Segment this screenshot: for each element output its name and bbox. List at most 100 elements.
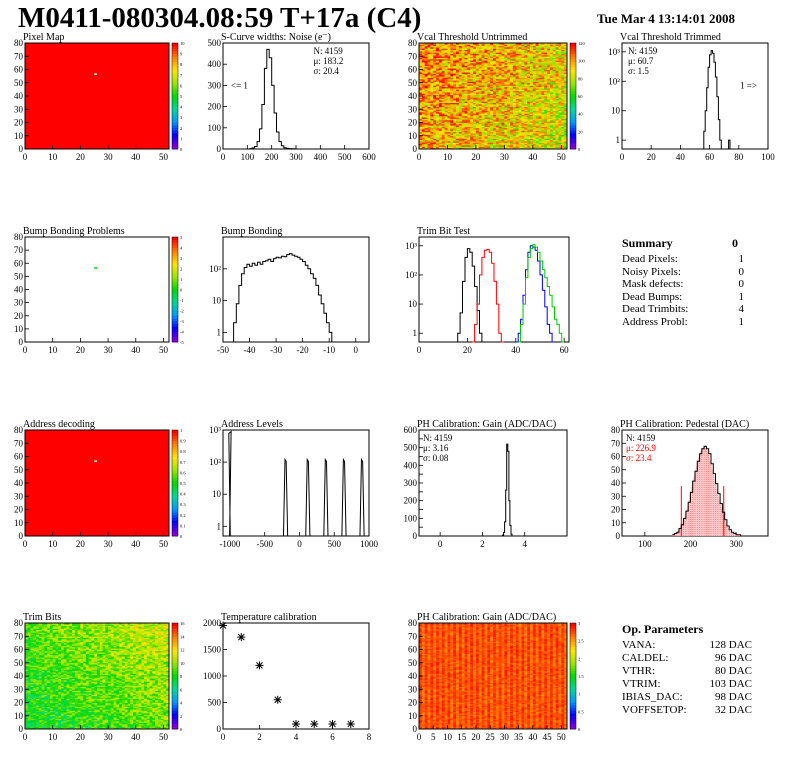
heatmap-cell [433, 125, 437, 127]
heatmap-cell [421, 93, 426, 96]
heatmap-cell [447, 69, 451, 72]
heatmap-cell [427, 113, 431, 115]
heatmap-cell [450, 118, 454, 121]
heatmap-cell [438, 58, 443, 61]
heatmap-cell [427, 135, 431, 138]
heatmap-cell [424, 80, 428, 82]
heatmap-cell [427, 78, 431, 81]
heatmap-cell [424, 141, 428, 143]
heatmap-cell [424, 142, 428, 145]
heatmap-cell [421, 106, 426, 109]
chart-title: Pixel Map [23, 32, 64, 43]
heatmap-cell [436, 60, 440, 62]
heatmap-cells [25, 43, 169, 149]
heatmap-cells [25, 430, 169, 536]
heatmap-cell [424, 81, 428, 84]
palette-step [172, 122, 178, 126]
palette-step [172, 242, 178, 246]
address-peak [323, 457, 329, 537]
heatmap-cell [453, 74, 457, 77]
heatmap-cell [438, 82, 443, 85]
heatmap-cell [458, 135, 463, 138]
heatmap-cell [456, 92, 460, 94]
palette-step [570, 80, 576, 84]
heatmap-cell [427, 54, 431, 57]
heatmap-cell [424, 137, 428, 139]
histogram-series [518, 244, 565, 343]
palette-step [172, 141, 178, 145]
heatmap-cell [427, 60, 431, 62]
heatmap-cell [436, 76, 440, 78]
heatmap-cell [447, 80, 451, 82]
heatmap-cell [444, 142, 448, 145]
heatmap-cell [441, 145, 446, 147]
heatmap-cell [424, 133, 428, 135]
heatmap-cell [450, 142, 454, 145]
heatmap-cell [458, 80, 463, 82]
palette-step [172, 109, 178, 113]
heatmap-cell [447, 62, 451, 65]
heatmap-cell [447, 105, 451, 108]
palette-step [172, 443, 178, 447]
heatmap-cell [456, 103, 460, 106]
heatmap-cell [456, 74, 460, 77]
y-tick-label: 0 [19, 531, 24, 541]
heatmap-cell [456, 133, 460, 135]
palette-tick-label: -1 [180, 298, 184, 303]
heatmap-cell [421, 129, 426, 131]
x-tick-label: 20 [463, 345, 473, 355]
heatmap-cell [453, 58, 457, 61]
heatmap-cell [419, 118, 423, 121]
heatmap-cell [419, 88, 423, 90]
stats-line: σ: 1.5 [628, 66, 649, 76]
heatmap-cell [453, 80, 457, 82]
palette-step [172, 111, 178, 115]
heatmap-cell [456, 143, 460, 146]
heatmap-cell [436, 70, 440, 73]
heatmap-cell [450, 78, 454, 81]
heatmap-cell [441, 98, 446, 101]
heatmap-cell [447, 53, 451, 56]
y-tick-label: 400 [404, 460, 418, 470]
heatmap-cell [433, 117, 437, 119]
x-tick-label: 200 [265, 152, 279, 162]
heatmap-cell [441, 70, 446, 73]
heatmap-cell [453, 103, 457, 106]
heatmap-cell [427, 145, 431, 147]
heatmap-cell [419, 64, 423, 66]
heatmap-cell [444, 89, 448, 92]
heatmap-cell [427, 94, 431, 97]
heatmap-cell [427, 77, 431, 80]
palette-step [172, 501, 178, 505]
heatmap-cell [433, 129, 437, 131]
heatmap-cell [427, 61, 431, 64]
heatmap-cell [421, 103, 426, 106]
heatmap-cell [456, 138, 460, 141]
heatmap-cell [444, 92, 448, 94]
heatmap-cell [441, 97, 446, 100]
heatmap-cell [447, 52, 451, 55]
heatmap-cell [441, 141, 446, 143]
heatmap-cell [450, 76, 454, 78]
heatmap-cell [450, 106, 454, 109]
palette-tick-label: 10 [180, 41, 185, 46]
heatmap-cell [441, 103, 446, 106]
heatmap-cell [430, 99, 434, 102]
heatmap-cell [424, 57, 428, 60]
heatmap-cell [458, 134, 463, 137]
heatmap-cell [444, 60, 448, 62]
heatmap-cell [456, 86, 460, 89]
heatmap-cell [419, 48, 423, 51]
heatmap-cell [441, 82, 446, 85]
heatmap-cell [444, 74, 448, 77]
heatmap-cell [456, 65, 460, 68]
heatmap-cell [444, 99, 448, 102]
heatmap-cell [438, 94, 443, 97]
heatmap-cell [438, 130, 443, 133]
heatmap-cell [447, 103, 451, 106]
heatmap-cell [433, 133, 437, 135]
heatmap-cell [441, 57, 446, 60]
heatmap-cell [450, 69, 454, 72]
heatmap-cell [458, 106, 463, 109]
heatmap-cell [456, 98, 460, 101]
